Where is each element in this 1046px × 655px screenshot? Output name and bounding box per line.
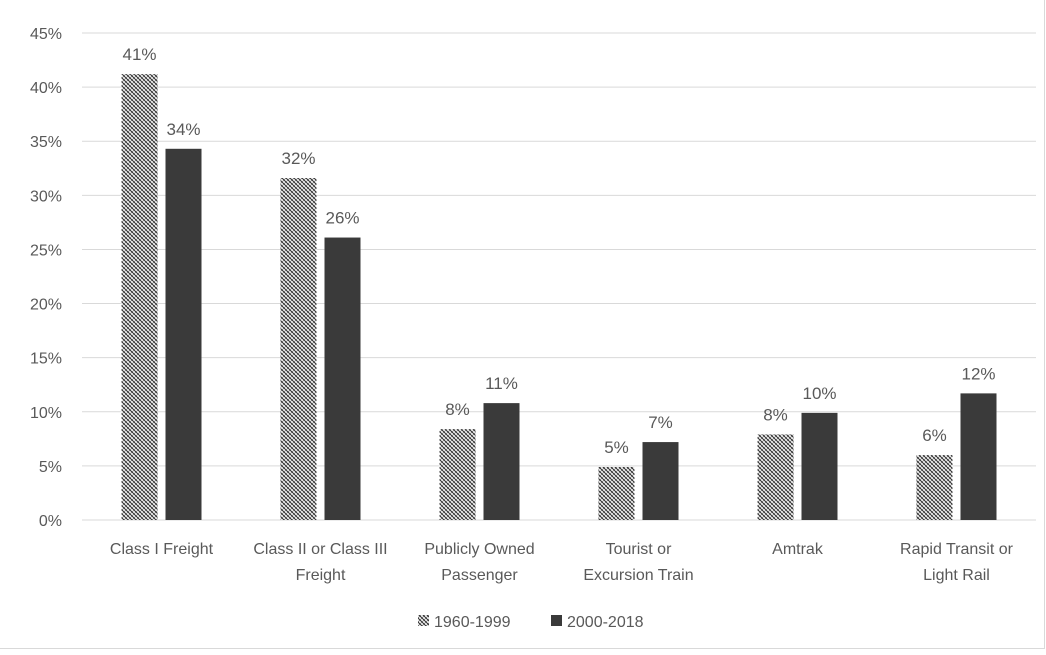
data-label: 26% xyxy=(325,209,359,228)
data-label: 6% xyxy=(922,426,947,445)
data-label: 32% xyxy=(281,149,315,168)
y-tick-label: 20% xyxy=(30,297,62,314)
data-label: 8% xyxy=(763,406,788,425)
bar-2000-2018 xyxy=(801,412,838,520)
bar-1960-1999 xyxy=(757,434,794,520)
gridlines xyxy=(82,32,1036,521)
bar-2000-2018 xyxy=(960,393,997,520)
y-tick-label: 5% xyxy=(39,459,62,476)
y-tick-label: 30% xyxy=(30,188,62,205)
x-tick-label-line: Class II or Class III xyxy=(253,541,387,558)
x-tick-label: Class I Freight xyxy=(110,541,214,558)
bar-1960-1999 xyxy=(280,178,317,521)
data-label: 10% xyxy=(802,384,836,403)
y-tick-label: 10% xyxy=(30,405,62,422)
data-labels: 41% 34% 32% 26% 8% 11% 5% 7% 8% 10% 6% 12% xyxy=(122,45,995,457)
bar-1960-1999 xyxy=(121,74,158,520)
legend: 1960-1999 2000-2018 xyxy=(418,614,644,631)
x-tick-label-line: Class I Freight xyxy=(110,541,214,558)
data-label: 34% xyxy=(166,120,200,139)
y-tick-label: 35% xyxy=(30,134,62,151)
x-tick-label-line: Passenger xyxy=(441,567,518,584)
legend-swatch-1960-1999 xyxy=(418,615,429,626)
bar-2000-2018 xyxy=(483,403,520,520)
y-tick-label: 25% xyxy=(30,242,62,259)
x-tick-label-line: Publicly Owned xyxy=(424,541,534,558)
y-tick-label: 0% xyxy=(39,513,62,530)
bar-1960-1999 xyxy=(598,466,635,520)
x-tick-label: Amtrak xyxy=(772,541,824,558)
data-label: 7% xyxy=(648,413,673,432)
bar-2000-2018 xyxy=(165,148,202,520)
bars xyxy=(121,74,997,521)
y-tick-label: 45% xyxy=(30,26,62,43)
x-tick-label: Rapid Transit or Light Rail xyxy=(900,541,1014,584)
bar-2000-2018 xyxy=(324,237,361,521)
y-axis-ticks: 0% 5% 10% 15% 20% 25% 30% 35% 40% 45% xyxy=(30,26,62,530)
y-tick-label: 40% xyxy=(30,80,62,97)
x-axis-labels: Class I Freight Class II or Class III Frei… xyxy=(110,541,1014,584)
x-tick-label-line: Tourist or xyxy=(606,541,672,558)
legend-label: 2000-2018 xyxy=(567,614,644,631)
data-label: 11% xyxy=(485,374,518,393)
bar-1960-1999 xyxy=(916,455,953,520)
data-label: 5% xyxy=(604,438,629,457)
x-tick-label-line: Light Rail xyxy=(923,567,990,584)
x-tick-label-line: Rapid Transit or xyxy=(900,541,1014,558)
bar-2000-2018 xyxy=(642,442,679,520)
x-tick-label-line: Excursion Train xyxy=(583,567,693,584)
data-label: 12% xyxy=(961,364,995,383)
bar-1960-1999 xyxy=(439,429,476,520)
data-label: 8% xyxy=(445,400,470,419)
x-tick-label-line: Freight xyxy=(296,567,346,584)
y-tick-label: 15% xyxy=(30,351,62,368)
x-tick-label-line: Amtrak xyxy=(772,541,824,558)
data-label: 41% xyxy=(122,45,156,64)
x-tick-label: Class II or Class III Freight xyxy=(253,541,387,584)
x-tick-label: Publicly Owned Passenger xyxy=(424,541,534,584)
legend-swatch-2000-2018 xyxy=(551,615,562,626)
legend-label: 1960-1999 xyxy=(434,614,511,631)
x-tick-label: Tourist or Excursion Train xyxy=(583,541,693,584)
